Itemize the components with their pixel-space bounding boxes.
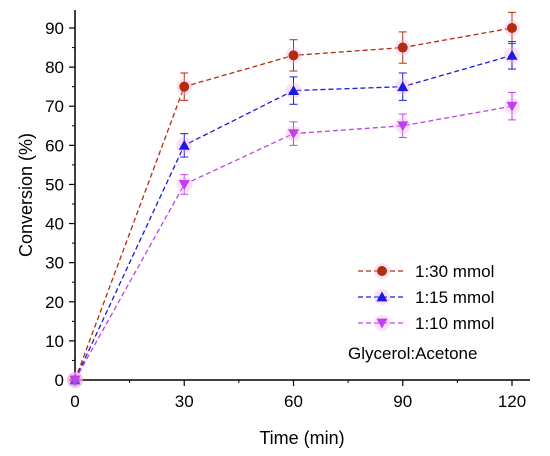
data-point [397,121,409,132]
series-line [74,54,513,381]
data-point [507,23,517,33]
y-tick-label: 30 [45,254,64,273]
data-point [397,42,408,53]
data-point [506,101,518,112]
x-tick-label: 60 [284,392,303,411]
data-point [397,81,409,92]
y-tick-label: 50 [45,175,64,194]
x-ticks: 0 30 60 90 120 [70,380,526,411]
x-tick-label: 0 [70,392,79,411]
y-tick-label: 0 [55,371,64,390]
y-tick-label: 90 [45,19,64,38]
x-axis-title: Time (min) [259,428,344,448]
data-point [179,81,190,92]
data-point [376,291,388,302]
data-point [506,49,518,60]
data-point [178,180,190,190]
legend-item: 1:15 mmol [358,288,494,307]
data-point [288,85,299,95]
data-point [178,139,190,150]
x-tick-label: 30 [175,392,194,411]
series-layer [67,11,520,388]
y-tick-label: 80 [45,58,64,77]
annotation-label: Glycerol:Acetone [348,344,477,363]
y-tick-label: 40 [45,215,64,234]
series [67,11,520,388]
plot-area: 0 10 20 30 40 50 60 70 80 90 0 30 60 90 120 [45,10,530,411]
legend: 1:30 mmol 1:15 mmol 1:10 mmol [358,262,494,333]
y-tick-label: 10 [45,332,64,351]
series [67,92,520,388]
y-tick-label: 20 [45,293,64,312]
data-point [69,375,81,386]
legend-label: 1:30 mmol [415,262,494,281]
legend-item: 1:30 mmol [358,262,494,281]
data-point [288,50,299,61]
data-point [376,318,388,329]
series-line [74,105,513,381]
y-ticks: 0 10 20 30 40 50 60 70 80 90 [45,19,75,390]
legend-item: 1:10 mmol [358,314,494,333]
data-point [377,266,387,276]
y-tick-label: 70 [45,97,64,116]
x-tick-label: 90 [393,392,412,411]
legend-label: 1:15 mmol [415,288,494,307]
y-axis-title: Conversion (%) [16,133,36,257]
x-tick-label: 120 [498,392,526,411]
legend-label: 1:10 mmol [415,314,494,333]
data-point [288,129,299,140]
y-tick-label: 60 [45,136,64,155]
series [67,41,520,388]
